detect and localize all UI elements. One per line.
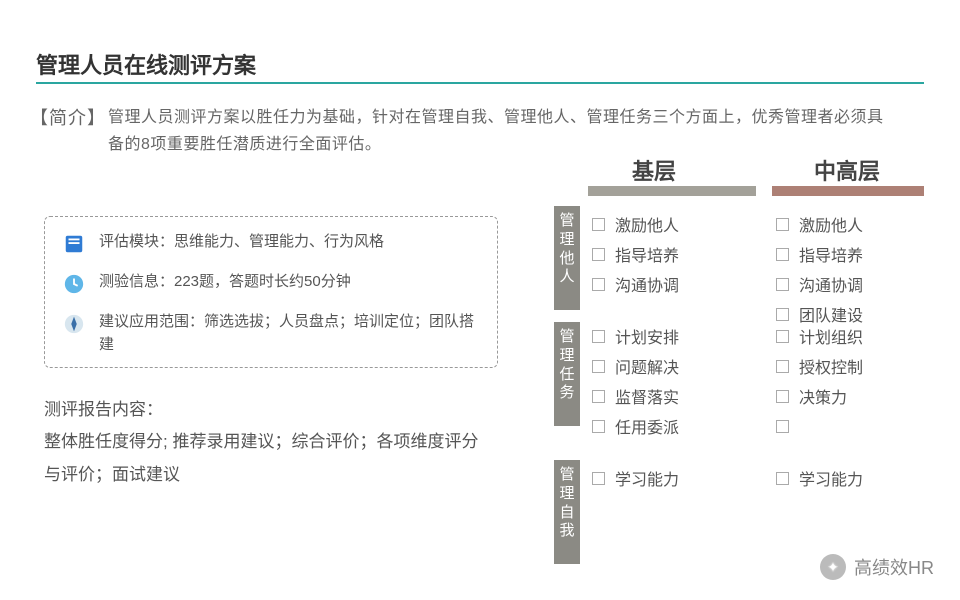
list-item: 沟通协调 xyxy=(592,272,679,296)
grid-others-basic: 激励他人 指导培养 沟通协调 xyxy=(592,212,679,302)
info-row-modules: 评估模块：思维能力、管理能力、行为风格 xyxy=(61,231,481,257)
list-item: 团队建设 xyxy=(776,302,863,326)
list-item: 沟通协调 xyxy=(776,272,863,296)
checkbox-icon xyxy=(776,278,789,291)
title-underline xyxy=(36,82,924,84)
report-block: 测评报告内容： 整体胜任度得分; 推荐录用建议；综合评价；各项维度评分与评价；面… xyxy=(44,394,494,491)
checkbox-icon xyxy=(592,278,605,291)
checkbox-icon xyxy=(776,248,789,261)
intro-text: 管理人员测评方案以胜任力为基础，针对在管理自我、管理他人、管理任务三个方面上，优… xyxy=(108,104,898,158)
compass-icon xyxy=(61,311,87,337)
column-bar-mid xyxy=(772,186,924,196)
checkbox-icon xyxy=(592,360,605,373)
list-item: 指导培养 xyxy=(776,242,863,266)
list-item: 激励他人 xyxy=(776,212,863,236)
checkbox-icon xyxy=(776,218,789,231)
list-item xyxy=(776,414,863,438)
grid-tasks-basic: 计划安排 问题解决 监督落实 任用委派 xyxy=(592,324,679,444)
checkbox-icon xyxy=(592,472,605,485)
list-item: 任用委派 xyxy=(592,414,679,438)
checkbox-icon xyxy=(592,420,605,433)
pill-manage-tasks: 管理任务 xyxy=(554,322,580,426)
grid-self-basic: 学习能力 xyxy=(592,466,679,496)
pill-manage-others: 管理他人 xyxy=(554,206,580,310)
list-item: 学习能力 xyxy=(776,466,863,490)
info-row-test: 测验信息：223题，答题时长约50分钟 xyxy=(61,271,481,297)
info-scope-text: 建议应用范围：筛选选拔；人员盘点；培训定位；团队搭建 xyxy=(99,311,481,356)
list-item: 指导培养 xyxy=(592,242,679,266)
checkbox-icon xyxy=(776,420,789,433)
list-item: 问题解决 xyxy=(592,354,679,378)
info-box: 评估模块：思维能力、管理能力、行为风格 测验信息：223题，答题时长约50分钟 … xyxy=(44,216,498,368)
checkbox-icon xyxy=(592,218,605,231)
watermark-text: 高绩效HR xyxy=(854,554,934,580)
book-icon xyxy=(61,231,87,257)
list-item: 计划安排 xyxy=(592,324,679,348)
clock-icon xyxy=(61,271,87,297)
watermark: ✦ 高绩效HR xyxy=(820,554,934,580)
list-item: 授权控制 xyxy=(776,354,863,378)
column-header-mid: 中高层 xyxy=(814,154,880,186)
info-modules-text: 评估模块：思维能力、管理能力、行为风格 xyxy=(99,231,384,254)
pill-manage-self: 管理自我 xyxy=(554,460,580,564)
list-item: 学习能力 xyxy=(592,466,679,490)
checkbox-icon xyxy=(592,248,605,261)
checkbox-icon xyxy=(776,308,789,321)
report-body: 整体胜任度得分; 推荐录用建议；综合评价；各项维度评分与评价；面试建议 xyxy=(44,426,494,491)
info-row-scope: 建议应用范围：筛选选拔；人员盘点；培训定位；团队搭建 xyxy=(61,311,481,356)
intro-label: 【简介】 xyxy=(30,104,106,130)
report-heading: 测评报告内容： xyxy=(44,394,494,426)
wechat-icon: ✦ xyxy=(820,554,846,580)
grid-self-mid: 学习能力 xyxy=(776,466,863,496)
column-bar-basic xyxy=(588,186,756,196)
list-item: 监督落实 xyxy=(592,384,679,408)
list-item: 计划组织 xyxy=(776,324,863,348)
checkbox-icon xyxy=(776,390,789,403)
grid-others-mid: 激励他人 指导培养 沟通协调 团队建设 xyxy=(776,212,863,332)
checkbox-icon xyxy=(592,330,605,343)
page-title: 管理人员在线测评方案 xyxy=(36,48,256,80)
grid-tasks-mid: 计划组织 授权控制 决策力 xyxy=(776,324,863,444)
info-test-text: 测验信息：223题，答题时长约50分钟 xyxy=(99,271,351,294)
column-header-basic: 基层 xyxy=(632,154,676,186)
checkbox-icon xyxy=(592,390,605,403)
checkbox-icon xyxy=(776,472,789,485)
checkbox-icon xyxy=(776,360,789,373)
list-item: 激励他人 xyxy=(592,212,679,236)
list-item: 决策力 xyxy=(776,384,863,408)
checkbox-icon xyxy=(776,330,789,343)
